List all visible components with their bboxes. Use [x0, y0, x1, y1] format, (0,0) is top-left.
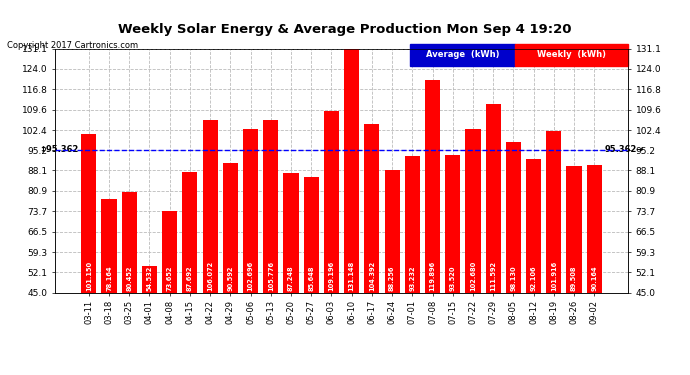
Bar	[182, 172, 197, 292]
Bar	[486, 104, 501, 292]
Text: 78.164: 78.164	[106, 266, 112, 291]
Bar	[284, 173, 299, 292]
Bar	[81, 134, 97, 292]
Bar	[263, 120, 278, 292]
Text: 104.392: 104.392	[369, 261, 375, 291]
Text: 131.148: 131.148	[348, 261, 355, 291]
Bar	[445, 155, 460, 292]
Text: 87.248: 87.248	[288, 266, 294, 291]
Text: 105.776: 105.776	[268, 261, 274, 291]
Text: 89.508: 89.508	[571, 266, 577, 291]
Bar	[304, 177, 319, 292]
Bar	[142, 266, 157, 292]
Bar	[364, 124, 380, 292]
Bar	[546, 131, 562, 292]
Text: 119.896: 119.896	[430, 261, 435, 291]
Text: 102.680: 102.680	[470, 261, 476, 291]
Bar	[566, 166, 582, 292]
Text: ↕95.362: ↕95.362	[39, 146, 79, 154]
Text: 90.164: 90.164	[591, 266, 598, 291]
Text: 90.592: 90.592	[227, 266, 233, 291]
Bar	[121, 192, 137, 292]
Bar	[526, 159, 541, 292]
Text: 111.592: 111.592	[490, 261, 496, 291]
Text: 106.072: 106.072	[207, 261, 213, 291]
Bar	[203, 120, 218, 292]
Text: Copyright 2017 Cartronics.com: Copyright 2017 Cartronics.com	[7, 41, 138, 50]
Text: 93.232: 93.232	[409, 266, 415, 291]
Text: 95.362→: 95.362→	[604, 146, 644, 154]
Bar	[384, 170, 400, 292]
Bar	[586, 165, 602, 292]
Bar	[223, 164, 238, 292]
Bar	[324, 111, 339, 292]
Text: 92.106: 92.106	[531, 266, 537, 291]
Bar	[506, 142, 521, 292]
Text: 101.916: 101.916	[551, 261, 557, 291]
Text: 88.256: 88.256	[389, 266, 395, 291]
Bar	[344, 49, 359, 292]
Bar	[243, 129, 258, 292]
Text: 80.452: 80.452	[126, 266, 132, 291]
Text: 93.520: 93.520	[450, 266, 456, 291]
Text: Weekly Solar Energy & Average Production Mon Sep 4 19:20: Weekly Solar Energy & Average Production…	[118, 22, 572, 36]
Bar	[405, 156, 420, 292]
Text: 85.648: 85.648	[308, 266, 314, 291]
Bar	[465, 129, 480, 292]
Bar	[162, 211, 177, 292]
Text: 87.692: 87.692	[187, 266, 193, 291]
Text: 73.652: 73.652	[167, 266, 172, 291]
Text: 109.196: 109.196	[328, 261, 335, 291]
Text: 102.696: 102.696	[248, 261, 253, 291]
Bar	[101, 199, 117, 292]
Text: 54.532: 54.532	[146, 266, 152, 291]
Bar	[425, 81, 440, 292]
Text: 101.150: 101.150	[86, 261, 92, 291]
Text: 98.130: 98.130	[511, 266, 516, 291]
